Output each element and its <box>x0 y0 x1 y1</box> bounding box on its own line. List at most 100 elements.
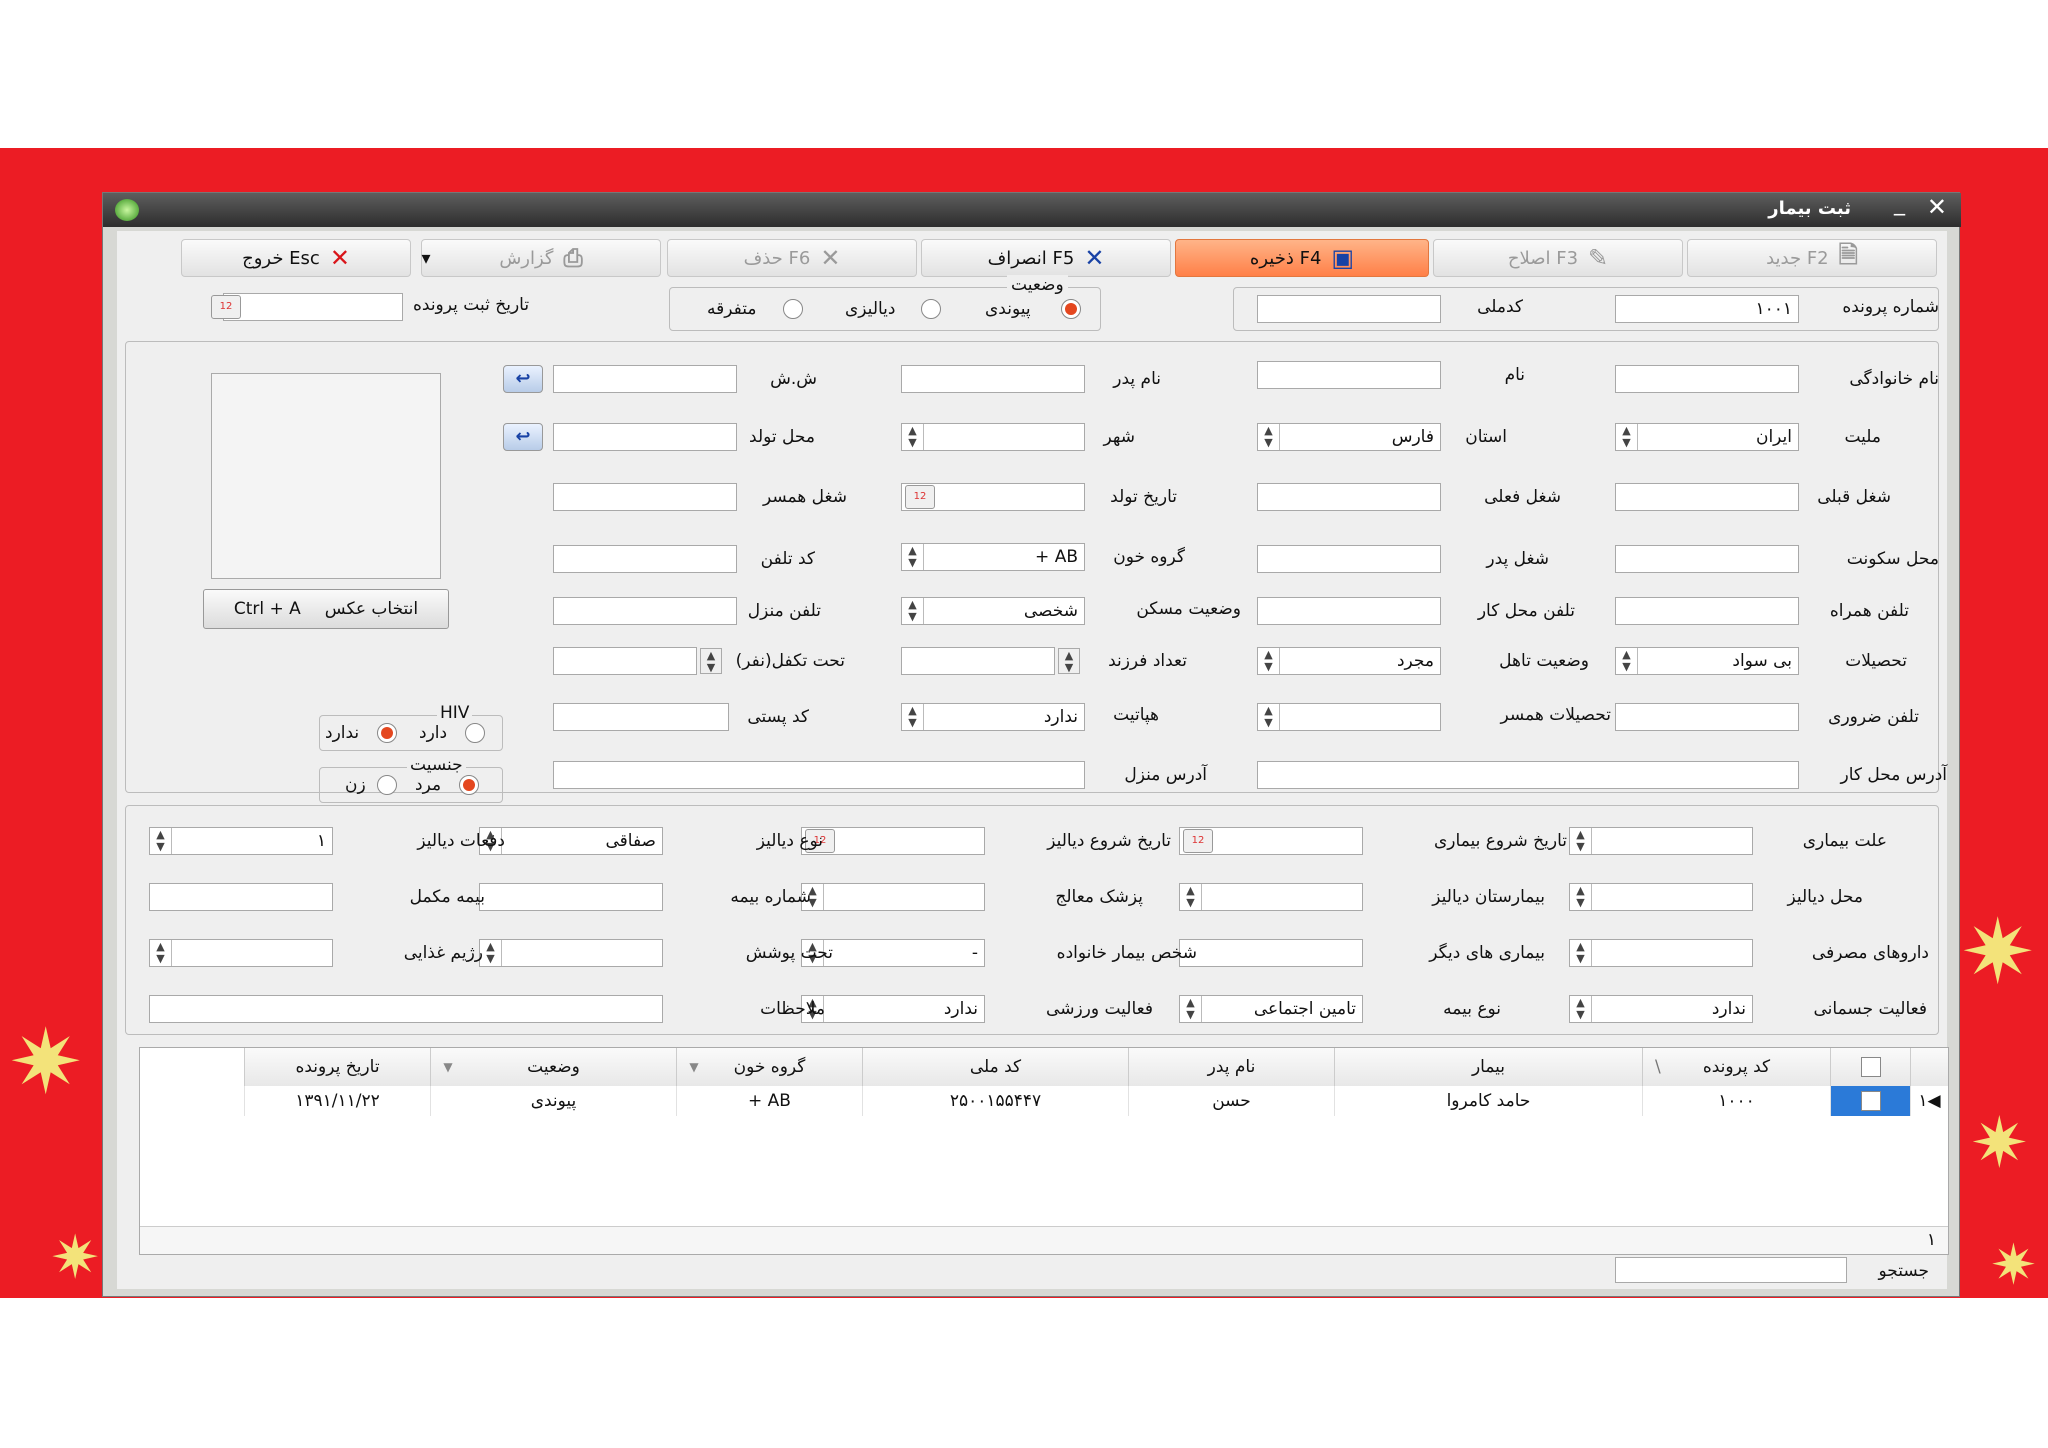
spinner-icon[interactable]: ▲ ▼ <box>902 704 924 730</box>
select-photo-button[interactable]: Ctrl + A انتخاب عکس <box>203 589 449 629</box>
family-input[interactable] <box>1615 365 1799 393</box>
supp-insurance-input[interactable] <box>149 883 333 911</box>
col-file-no[interactable]: کد پرونده \ <box>1642 1048 1830 1086</box>
covered-select[interactable]: ▲ ▼ <box>479 939 663 967</box>
spinner-icon[interactable]: ▲ ▼ <box>150 828 172 854</box>
dialysis-times-select[interactable]: ۱ ▲ ▼ <box>149 827 333 855</box>
spinner-icon[interactable]: ▲ ▼ <box>1258 648 1280 674</box>
mobile-input[interactable] <box>1615 597 1799 625</box>
home-tel-input[interactable] <box>553 597 737 625</box>
spinner-icon[interactable]: ▲ ▼ <box>1570 828 1592 854</box>
dialysis-type-select[interactable]: صفاقی ▲ ▼ <box>479 827 663 855</box>
other-diseases-input[interactable] <box>1179 939 1363 967</box>
spinner-icon[interactable]: ▲ ▼ <box>802 996 824 1022</box>
row-checkbox[interactable] <box>1861 1091 1881 1111</box>
notes-input[interactable] <box>149 995 663 1023</box>
home-addr-input[interactable] <box>553 761 1085 789</box>
spinner-icon[interactable]: ▲ ▼ <box>1616 424 1638 450</box>
education-select[interactable]: بی سواد ▲ ▼ <box>1615 647 1799 675</box>
filter-dropdown-icon[interactable]: ▼ <box>689 1060 699 1074</box>
hepatitis-select[interactable]: ندارد ▲ ▼ <box>901 703 1085 731</box>
id-no-input[interactable] <box>553 365 737 393</box>
col-national[interactable]: کد ملی <box>862 1048 1128 1086</box>
spinner-icon[interactable]: ▲ ▼ <box>480 940 502 966</box>
save-button[interactable]: ▣ F4 ذخیره <box>1175 239 1429 277</box>
cell-national[interactable]: ۲۵۰۰۱۵۵۴۴۷ <box>862 1086 1128 1116</box>
dialysis-hospital-select[interactable]: ▲ ▼ <box>1179 883 1363 911</box>
row-select-cell[interactable] <box>1830 1086 1910 1116</box>
postal-input[interactable] <box>553 703 729 731</box>
col-status[interactable]: وضعیت ▼ <box>430 1048 676 1086</box>
sport-select[interactable]: ندارد ▲ ▼ <box>801 995 985 1023</box>
file-no-input[interactable]: ۱۰۰۱ <box>1615 295 1799 323</box>
cell-file-no[interactable]: ۱۰۰۰ <box>1642 1086 1830 1116</box>
spinner-icon[interactable]: ▲ ▼ <box>1570 996 1592 1022</box>
spinner-icon[interactable]: ▲ ▼ <box>1570 940 1592 966</box>
national-code-input[interactable] <box>1257 295 1441 323</box>
insurance-no-input[interactable] <box>479 883 663 911</box>
go-arrow-icon[interactable]: ↩ <box>503 423 543 451</box>
spinner-icon[interactable]: ▲ ▼ <box>1258 424 1280 450</box>
cur-job-input[interactable] <box>1257 483 1441 511</box>
hiv-no-radio[interactable] <box>377 723 397 743</box>
col-blood[interactable]: گروه خون ▼ <box>676 1048 862 1086</box>
spinner-icon[interactable]: ▲ ▼ <box>902 424 924 450</box>
diet-select[interactable]: ▲ ▼ <box>149 939 333 967</box>
stepper-icon[interactable]: ▲ ▼ <box>700 648 722 674</box>
spinner-icon[interactable]: ▲ ▼ <box>1570 884 1592 910</box>
drugs-select[interactable]: ▲ ▼ <box>1569 939 1753 967</box>
search-input[interactable] <box>1615 1257 1847 1283</box>
work-addr-input[interactable] <box>1257 761 1799 789</box>
calendar-icon[interactable]: 12 <box>1183 829 1213 853</box>
stepper-icon[interactable]: ▲ ▼ <box>1058 648 1080 674</box>
spinner-icon[interactable]: ▲ ▼ <box>1258 704 1280 730</box>
cell-status[interactable]: پیوندی <box>430 1086 676 1116</box>
filter-dropdown-icon[interactable]: ▼ <box>443 1060 453 1074</box>
col-patient[interactable]: بیمار <box>1334 1048 1642 1086</box>
spouse-edu-select[interactable]: ▲ ▼ <box>1257 703 1441 731</box>
dependents-stepper[interactable]: ▲ ▼ <box>553 647 722 675</box>
father-job-input[interactable] <box>1257 545 1441 573</box>
cell-patient[interactable]: حامد کامروا <box>1334 1086 1642 1116</box>
hiv-yes-radio[interactable] <box>465 723 485 743</box>
minimize-icon[interactable]: _ <box>1894 191 1905 216</box>
spinner-icon[interactable]: ▲ ▼ <box>802 940 824 966</box>
spinner-icon[interactable]: ▲ ▼ <box>150 940 172 966</box>
cancel-button[interactable]: ✕ F5 انصراف <box>921 239 1171 277</box>
calendar-icon[interactable]: 12 <box>805 829 835 853</box>
nationality-select[interactable]: ایران ▲ ▼ <box>1615 423 1799 451</box>
cell-father[interactable]: حسن <box>1128 1086 1334 1116</box>
edit-button[interactable]: ✎ F3 اصلاح <box>1433 239 1683 277</box>
doctor-select[interactable]: ▲ ▼ <box>801 883 985 911</box>
col-date[interactable]: تاریخ پرونده <box>244 1048 430 1086</box>
spinner-icon[interactable]: ▲ ▼ <box>1180 884 1202 910</box>
spinner-icon[interactable]: ▲ ▼ <box>1616 648 1638 674</box>
residence-input[interactable] <box>1615 545 1799 573</box>
cell-blood[interactable]: AB + <box>676 1086 862 1116</box>
spinner-icon[interactable]: ▲ ▼ <box>902 598 924 624</box>
cell-date[interactable]: ۱۳۹۱/۱۱/۲۲ <box>244 1086 430 1116</box>
close-icon[interactable]: ✕ <box>1926 193 1947 221</box>
select-all-checkbox[interactable] <box>1861 1057 1881 1077</box>
blood-select[interactable]: AB + ▲ ▼ <box>901 543 1085 571</box>
work-tel-input[interactable] <box>1257 597 1441 625</box>
father-name-input[interactable] <box>901 365 1085 393</box>
exit-button[interactable]: ✕ Esc خروج <box>181 239 411 277</box>
birth-place-input[interactable] <box>553 423 737 451</box>
name-input[interactable] <box>1257 361 1441 389</box>
spinner-icon[interactable]: ▲ ▼ <box>802 884 824 910</box>
prev-job-input[interactable] <box>1615 483 1799 511</box>
spinner-icon[interactable]: ▲ ▼ <box>902 544 924 570</box>
report-button[interactable]: ⎙ گزارش <box>421 239 661 277</box>
report-dropdown-icon[interactable]: ▾ <box>421 247 431 269</box>
calendar-icon[interactable]: 12 <box>905 485 935 509</box>
female-radio[interactable] <box>377 775 397 795</box>
reg-date-input[interactable] <box>223 293 403 321</box>
tel-code-input[interactable] <box>553 545 737 573</box>
calendar-icon[interactable]: 12 <box>211 295 241 319</box>
children-stepper[interactable]: ▲ ▼ <box>901 647 1080 675</box>
dialysis-place-select[interactable]: ▲ ▼ <box>1569 883 1753 911</box>
city-select[interactable]: ▲ ▼ <box>901 423 1085 451</box>
spinner-icon[interactable]: ▲ ▼ <box>480 828 502 854</box>
cause-select[interactable]: ▲ ▼ <box>1569 827 1753 855</box>
